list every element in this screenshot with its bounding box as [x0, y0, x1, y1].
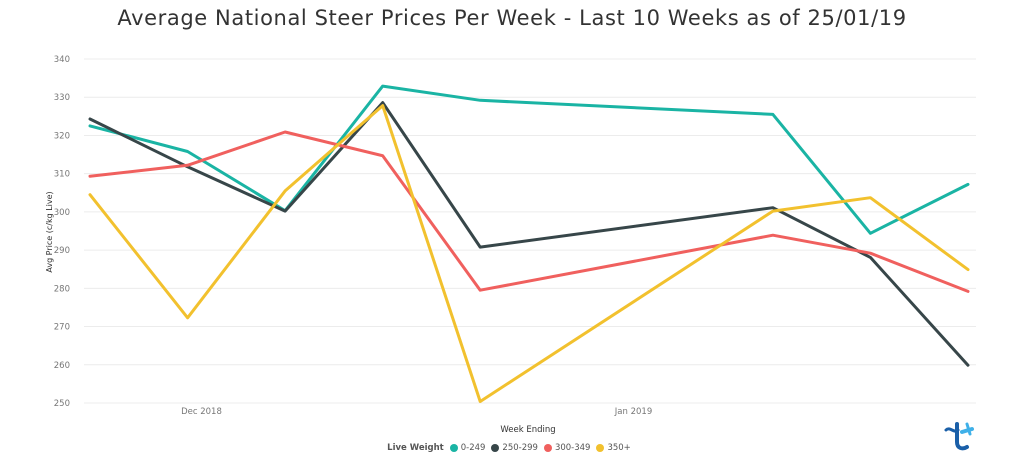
series-line-300-349 — [88, 130, 970, 293]
series-line-0-249 — [88, 84, 970, 235]
legend-item[interactable]: 350+ — [596, 443, 631, 453]
x-tick-label: Jan 2019 — [614, 407, 652, 417]
series-line-250-299 — [88, 101, 970, 367]
brand-logo — [944, 422, 974, 451]
legend-item[interactable]: 250-299 — [491, 443, 538, 453]
y-tick-label: 310 — [54, 170, 70, 180]
legend-item[interactable]: 300-349 — [543, 443, 591, 453]
legend-label: 0-249 — [460, 443, 486, 453]
y-tick-labels: 250 260 270 280 290 300 310 320 330 340 — [54, 55, 70, 409]
legend-label: 300-349 — [554, 443, 591, 453]
y-tick-label: 320 — [54, 131, 70, 141]
y-tick-label: 270 — [54, 323, 70, 333]
legend-swatch — [491, 444, 500, 452]
legend-swatch — [449, 444, 458, 452]
gridlines — [84, 58, 976, 404]
x-tick-labels: Dec 2018 Jan 2019 — [181, 407, 652, 417]
y-tick-label: 260 — [54, 361, 70, 371]
series-lines — [88, 84, 970, 403]
legend-item[interactable]: 0-249 — [449, 443, 486, 453]
legend-title: Live Weight — [387, 443, 444, 453]
y-axis-label: Avg Price (c/kg Live) — [45, 191, 54, 272]
legend-label: 250-299 — [502, 443, 538, 453]
y-tick-label: 330 — [54, 93, 70, 103]
chart-title: Average National Steer Prices Per Week -… — [117, 6, 907, 30]
y-tick-label: 250 — [54, 399, 70, 409]
y-tick-label: 280 — [54, 284, 70, 294]
legend-items: 0-249 250-299 300-349 350+ — [449, 443, 637, 453]
y-tick-label: 340 — [54, 55, 70, 65]
x-tick-label: Dec 2018 — [181, 407, 222, 417]
y-tick-label: 300 — [54, 208, 70, 218]
y-tick-label: 290 — [54, 246, 70, 256]
x-axis-label: Week Ending — [500, 425, 555, 435]
legend: Live Weight 0-249 250-299 300-349 350+ — [0, 443, 1024, 453]
legend-swatch — [596, 444, 605, 452]
legend-swatch — [543, 444, 552, 452]
series-line-350+ — [88, 104, 970, 403]
legend-label: 350+ — [607, 443, 631, 453]
